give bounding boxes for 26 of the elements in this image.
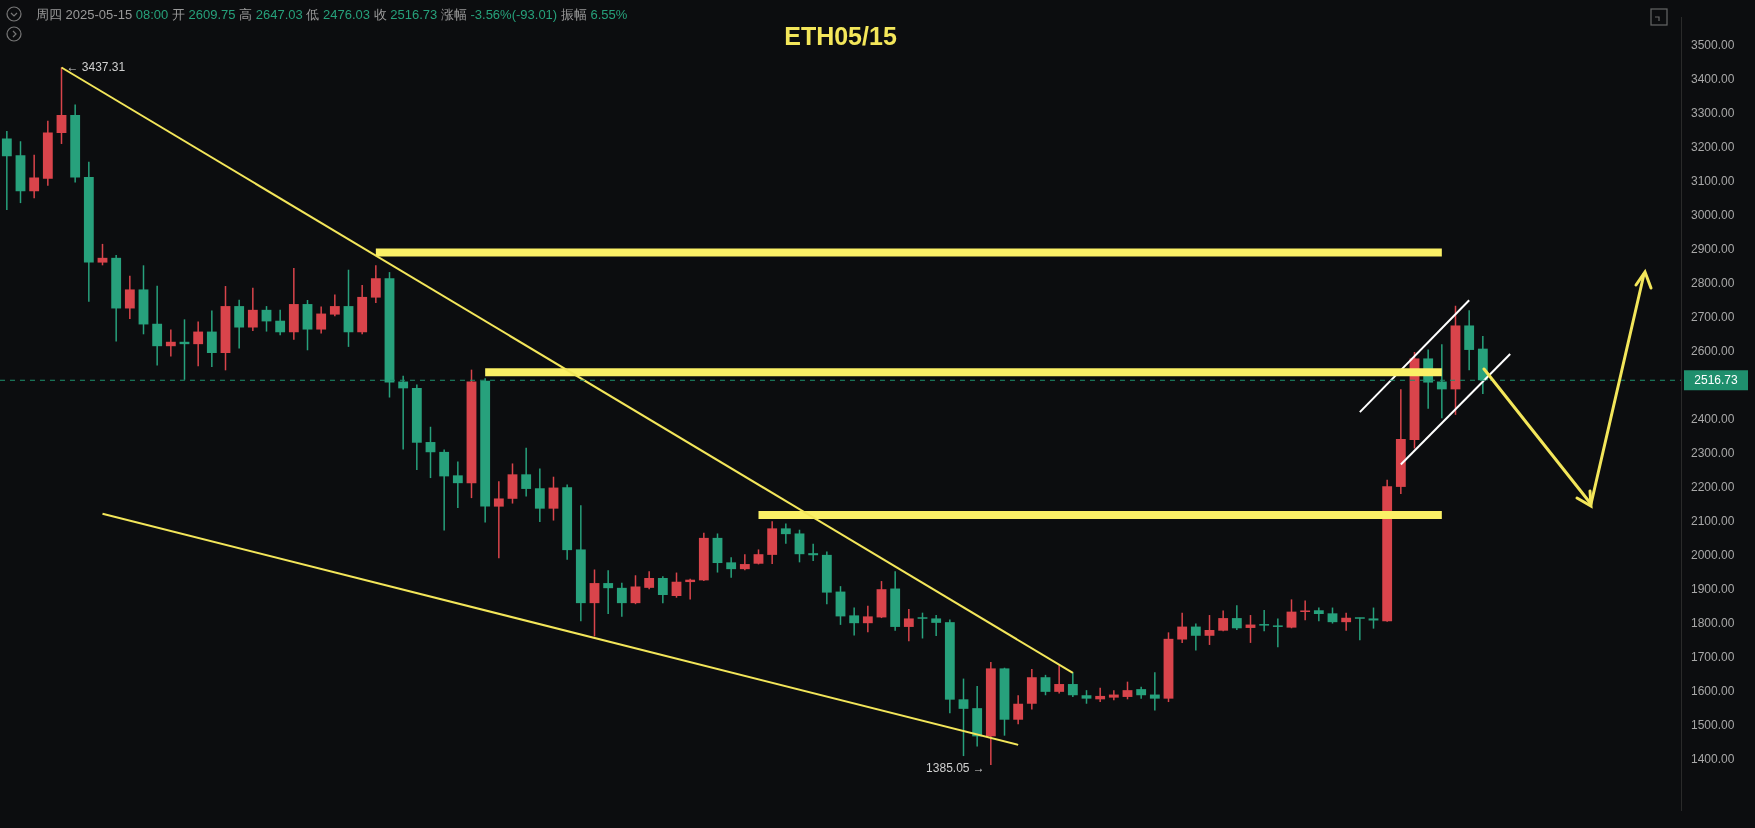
y-tick-label: 3500.00 [1691, 38, 1735, 53]
y-tick-label: 2800.00 [1691, 276, 1735, 291]
y-tick-label: 3100.00 [1691, 174, 1735, 189]
chart-title: ETH05/15 [783, 22, 898, 51]
y-tick-label: 1700.00 [1691, 650, 1735, 665]
y-tick-label: 2300.00 [1691, 446, 1735, 461]
y-tick-label: 1400.00 [1691, 752, 1735, 767]
y-tick-label: 1900.00 [1691, 582, 1735, 597]
y-tick-label: 1600.00 [1691, 684, 1735, 699]
y-tick-label: 1800.00 [1691, 616, 1735, 631]
annotation: 1385.05 → [926, 761, 985, 776]
y-tick-label: 3400.00 [1691, 72, 1735, 87]
y-tick-label: 2600.00 [1691, 344, 1735, 359]
y-tick-label: 2900.00 [1691, 242, 1735, 257]
y-tick-label: 3200.00 [1691, 140, 1735, 155]
ref-line-label: 2516.73 [1694, 372, 1739, 387]
text: 周四 2025-05-15 08:00 开 2609.75 高 2647.03 低 2476.03 收 2516.73 涨幅 -3.56%(-93.01) 振幅 6.55% [36, 7, 628, 22]
y-tick-label: 1500.00 [1691, 718, 1735, 733]
y-tick-label: 2700.00 [1691, 310, 1735, 325]
y-tick-label: 2400.00 [1691, 412, 1735, 427]
y-tick-label: 3000.00 [1691, 208, 1735, 223]
y-tick-label: 2100.00 [1691, 514, 1735, 529]
annotation: ← 3437.31 [66, 59, 126, 74]
y-tick-label: 2000.00 [1691, 548, 1735, 563]
y-tick-label: 2200.00 [1691, 480, 1735, 495]
y-tick-label: 3300.00 [1691, 106, 1735, 121]
